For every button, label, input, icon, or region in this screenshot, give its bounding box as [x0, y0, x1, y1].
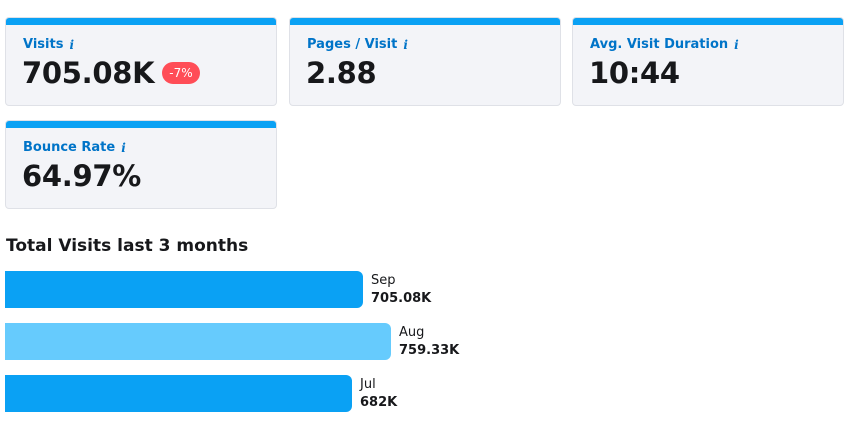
bar-value-label: 705.08K [371, 291, 432, 306]
metric-value-visits: 705.08K [22, 56, 155, 90]
metric-value-avg-visit-duration: 10:44 [589, 56, 680, 90]
bar-month-label: Jul [360, 377, 376, 392]
bar-sep[interactable] [5, 271, 363, 308]
metric-label-avg-visit-duration: Avg. Visit Duration [590, 37, 729, 52]
metric-card-bounce-rate: Bounce Rate i 64.97% [5, 120, 277, 209]
change-badge: -7% [162, 62, 200, 84]
metric-label-pages-per-visit: Pages / Visit [307, 37, 398, 52]
card-accent-bar [290, 18, 560, 25]
metric-value-bounce-rate: 64.97% [22, 159, 141, 193]
metric-value-pages-per-visit: 2.88 [306, 56, 377, 90]
info-icon[interactable]: i [69, 37, 74, 52]
bar-value-label: 682K [360, 395, 398, 410]
metric-card-avg-visit-duration: Avg. Visit Duration i 10:44 [572, 17, 844, 106]
bar-month-label: Aug [399, 325, 425, 340]
chart-title: Total Visits last 3 months [6, 236, 249, 256]
info-icon[interactable]: i [121, 140, 126, 155]
info-icon[interactable]: i [403, 37, 408, 52]
bar-jul[interactable] [5, 375, 352, 412]
card-accent-bar [6, 121, 276, 128]
metric-card-pages-per-visit: Pages / Visit i 2.88 [289, 17, 561, 106]
bar-aug[interactable] [5, 323, 391, 360]
bar-month-label: Sep [371, 273, 396, 288]
card-accent-bar [6, 18, 276, 25]
info-icon[interactable]: i [734, 37, 739, 52]
card-accent-bar [573, 18, 843, 25]
metric-label-bounce-rate: Bounce Rate [23, 140, 116, 155]
metric-label-visits: Visits [23, 37, 64, 52]
metric-card-visits: Visits i 705.08K -7% [5, 17, 277, 106]
bar-value-label: 759.33K [399, 343, 460, 358]
